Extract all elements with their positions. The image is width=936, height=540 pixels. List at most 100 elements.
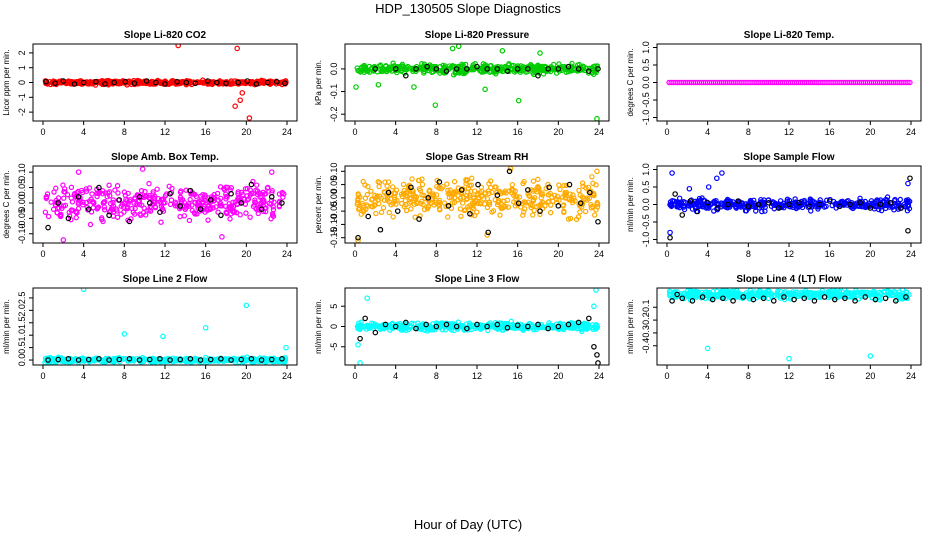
reference-point [248, 355, 255, 362]
reference-point [177, 356, 184, 363]
x-tick-label: 4 [705, 249, 710, 259]
data-point [419, 181, 426, 188]
data-point [42, 209, 49, 215]
data-point [903, 289, 910, 295]
x-tick-label: 12 [784, 371, 794, 381]
x-tick-label: 4 [393, 127, 398, 137]
outlier-point [364, 295, 371, 301]
data-point [195, 79, 202, 86]
reference-point [80, 79, 87, 86]
data-point [725, 292, 731, 299]
outlier-point [719, 170, 725, 176]
data-point [44, 191, 51, 197]
data-point [410, 190, 416, 196]
reference-point [279, 355, 285, 362]
reference-point [436, 179, 443, 185]
data-point [560, 326, 567, 333]
data-point [68, 207, 75, 213]
data-point [444, 181, 450, 187]
data-point [181, 213, 188, 219]
data-point [150, 78, 156, 85]
reference-point [595, 218, 601, 225]
data-point [500, 203, 507, 209]
y-tick-label: 2.5 [17, 292, 27, 305]
reference-point [679, 295, 686, 302]
x-tick-label: 20 [241, 371, 251, 381]
data-point [533, 203, 540, 210]
reference-point [882, 295, 889, 302]
outlier-point [432, 102, 439, 108]
outlier-point [705, 184, 712, 190]
data-point [461, 207, 467, 214]
x-tick-label: 8 [434, 249, 439, 259]
reference-point [96, 184, 102, 191]
data-point [217, 184, 224, 190]
data-point [456, 70, 463, 76]
reference-point [672, 191, 678, 197]
reference-point [709, 296, 716, 303]
x-tick-label: 24 [282, 127, 292, 137]
data-point [384, 183, 390, 189]
data-point [446, 63, 453, 69]
data-point [95, 204, 102, 210]
data-point [399, 63, 405, 69]
data-point [231, 209, 237, 216]
reference-point [555, 323, 562, 330]
data-point [449, 64, 455, 70]
data-point [122, 192, 129, 199]
data-point [467, 192, 473, 198]
data-point [243, 210, 249, 216]
data-point [535, 176, 541, 183]
reference-point [735, 198, 741, 204]
data-point [433, 63, 439, 70]
reference-point [258, 357, 265, 363]
y-tick-label: 0.10 [17, 163, 27, 181]
data-point [419, 176, 425, 182]
outlier-point [482, 86, 488, 93]
data-point [364, 203, 371, 209]
data-point [380, 68, 386, 74]
y-tick-label: 0.5 [641, 59, 651, 72]
reference-point [842, 295, 848, 302]
x-tick-label: 24 [594, 127, 604, 137]
reference-point [192, 80, 199, 87]
x-tick-label: 8 [746, 127, 751, 137]
data-point [556, 182, 562, 188]
reference-point [458, 187, 465, 193]
data-point [577, 209, 583, 215]
x-tick-label: 0 [664, 371, 669, 381]
data-point [111, 356, 117, 362]
y-tick-label: 1.5 [17, 317, 27, 330]
reference-point [474, 63, 480, 70]
reference-point [106, 357, 112, 363]
data-point [405, 189, 411, 195]
data-point [357, 203, 363, 209]
data-point [440, 62, 446, 69]
reference-point [65, 215, 72, 222]
reference-point [218, 355, 224, 362]
reference-point [197, 357, 204, 363]
reference-point [207, 356, 214, 363]
data-point [538, 191, 544, 197]
x-tick-label: 8 [122, 127, 127, 137]
data-point [125, 217, 131, 223]
x-tick-label: 12 [784, 249, 794, 259]
reference-point [755, 201, 762, 208]
reference-point [116, 197, 123, 203]
reference-point [575, 66, 582, 72]
data-point [226, 204, 232, 210]
data-point [547, 209, 554, 216]
reference-point [408, 184, 414, 191]
y-tick-label: 1.0 [641, 41, 651, 54]
data-point [469, 175, 475, 181]
reference-point [218, 212, 224, 219]
y-tick-label: 1 [17, 65, 27, 70]
reference-point [60, 78, 67, 84]
reference-point [806, 203, 813, 210]
panel-y-label: percent per min. [314, 176, 323, 234]
reference-point [467, 210, 473, 217]
data-point [378, 209, 385, 215]
data-point [568, 197, 575, 203]
reference-point [65, 355, 72, 362]
